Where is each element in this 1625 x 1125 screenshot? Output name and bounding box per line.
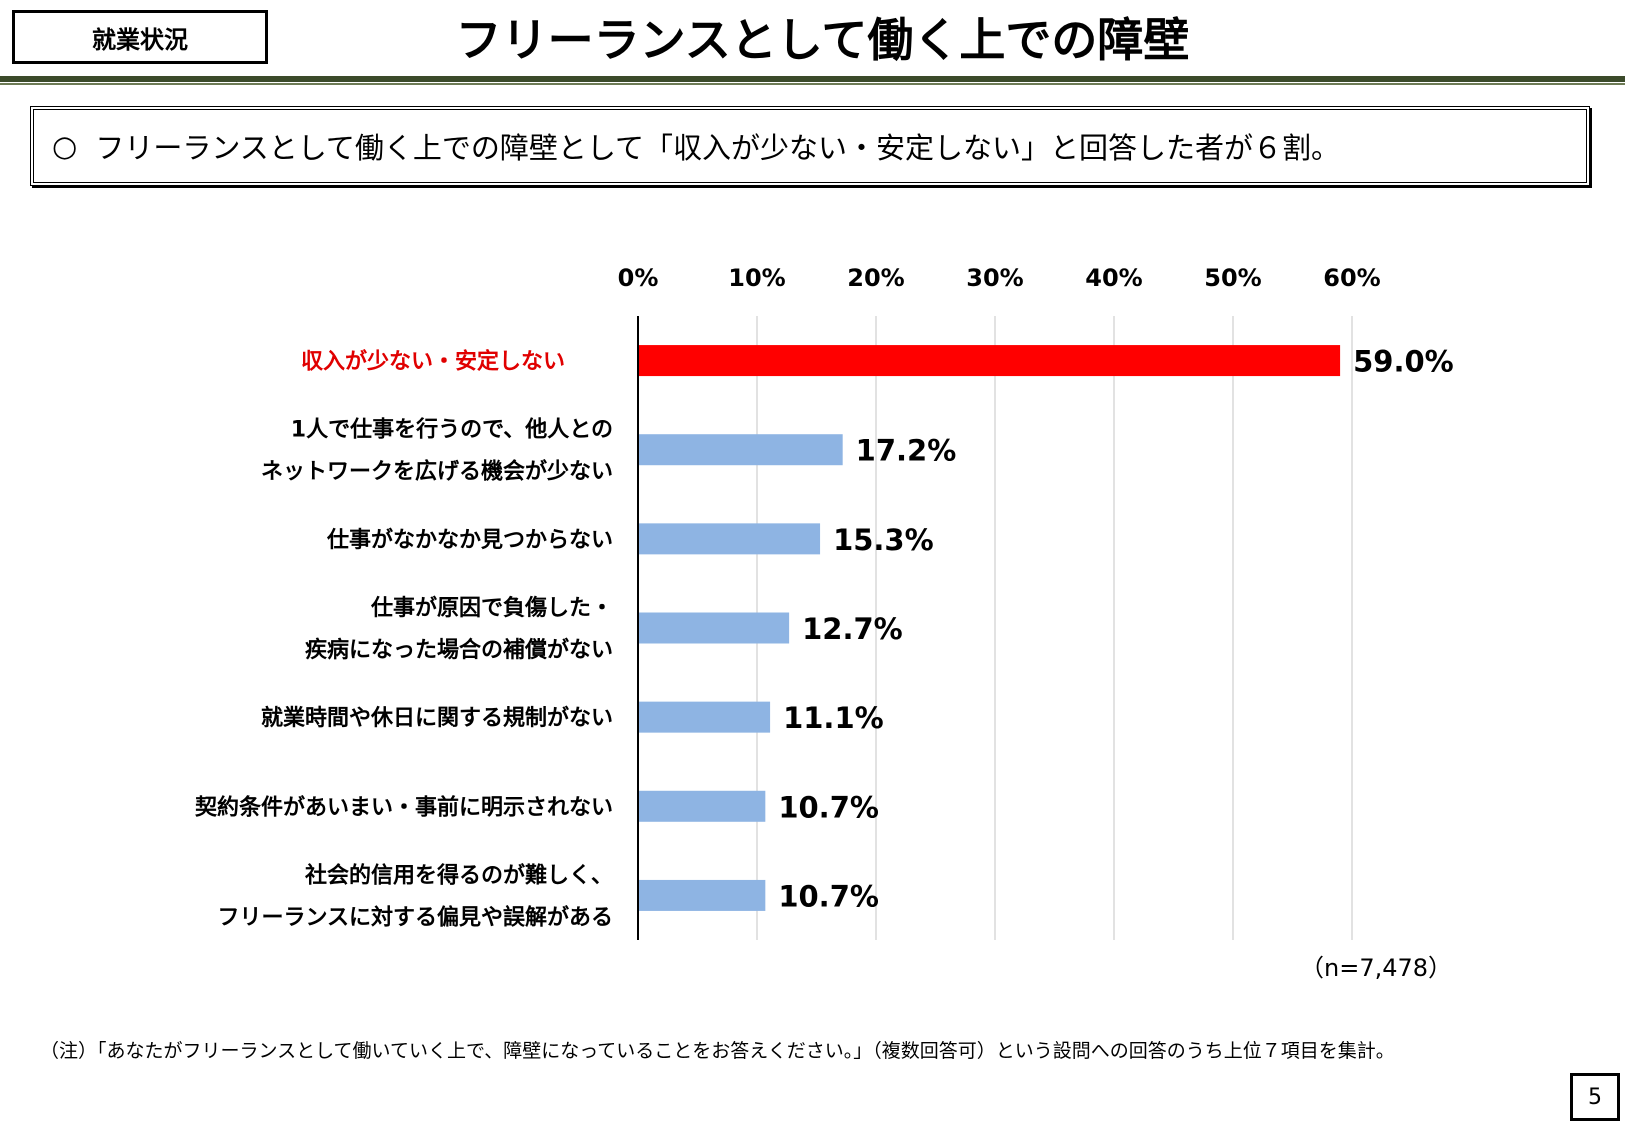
category-label: フリーランスに対する偏見や誤解がある [217, 904, 613, 930]
category-label: 疾病になった場合の補償がない [305, 637, 613, 663]
section-label: 就業状況 [12, 10, 268, 64]
x-tick-label: 60% [1323, 264, 1380, 292]
bar [638, 523, 821, 555]
category-label: 仕事がなかなか見つからない [326, 527, 613, 553]
x-tick-label: 40% [1085, 264, 1142, 292]
summary-bullet: ○ [52, 129, 78, 163]
x-tick-label: 0% [618, 264, 659, 292]
title-divider-thin [0, 83, 1625, 85]
summary-box: ○ フリーランスとして働く上での障壁として「収入が少ない・安定しない」と回答した… [30, 106, 1590, 186]
x-tick-label: 30% [966, 264, 1023, 292]
x-tick-label: 20% [847, 264, 904, 292]
bar [638, 879, 766, 911]
bar-chart: 0% 10% 20% 30% 40% 50% 60% 59.0% 収入が少ない・安定しない 17.… [194, 264, 1454, 940]
bar-value-label: 15.3% [833, 523, 934, 557]
bar [638, 790, 766, 822]
category-label: 契約条件があいまい・事前に明示されない [194, 794, 613, 820]
x-tick-label: 50% [1204, 264, 1261, 292]
summary-text: フリーランスとして働く上での障壁として「収入が少ない・安定しない」と回答した者が… [95, 131, 1340, 165]
bar [638, 434, 843, 466]
bar-value-label: 17.2% [856, 434, 957, 468]
category-label: 収入が少ない・安定しない [301, 349, 565, 375]
category-label: 就業時間や休日に関する規制がない [261, 705, 613, 731]
category-label: 社会的信用を得るのが難しく、 [305, 862, 613, 888]
bar-value-label: 10.7% [778, 879, 879, 913]
page-title: フリーランスとして働く上での障壁 [455, 13, 1190, 67]
x-tick-label: 10% [728, 264, 785, 292]
category-label: ネットワークを広げる機会が少ない [261, 459, 613, 485]
bar-value-label: 59.0% [1353, 345, 1454, 379]
category-label: 仕事が原因で負傷した・ [370, 595, 613, 621]
category-label: 1人で仕事を行うので、他人との [291, 417, 613, 443]
bar-value-label: 12.7% [802, 612, 903, 646]
title-divider [0, 76, 1625, 82]
bar-value-label: 10.7% [778, 790, 879, 824]
footnote: （注）「あなたがフリーランスとして働いていく上で、障壁になっていることをお答えく… [40, 1040, 1395, 1062]
sample-size-note: （n=7,478） [1300, 954, 1453, 982]
bar [638, 345, 1341, 377]
bar [638, 701, 771, 733]
bar-value-label: 11.1% [783, 701, 884, 735]
page-number: 5 [1570, 1073, 1620, 1121]
bar [638, 612, 790, 644]
